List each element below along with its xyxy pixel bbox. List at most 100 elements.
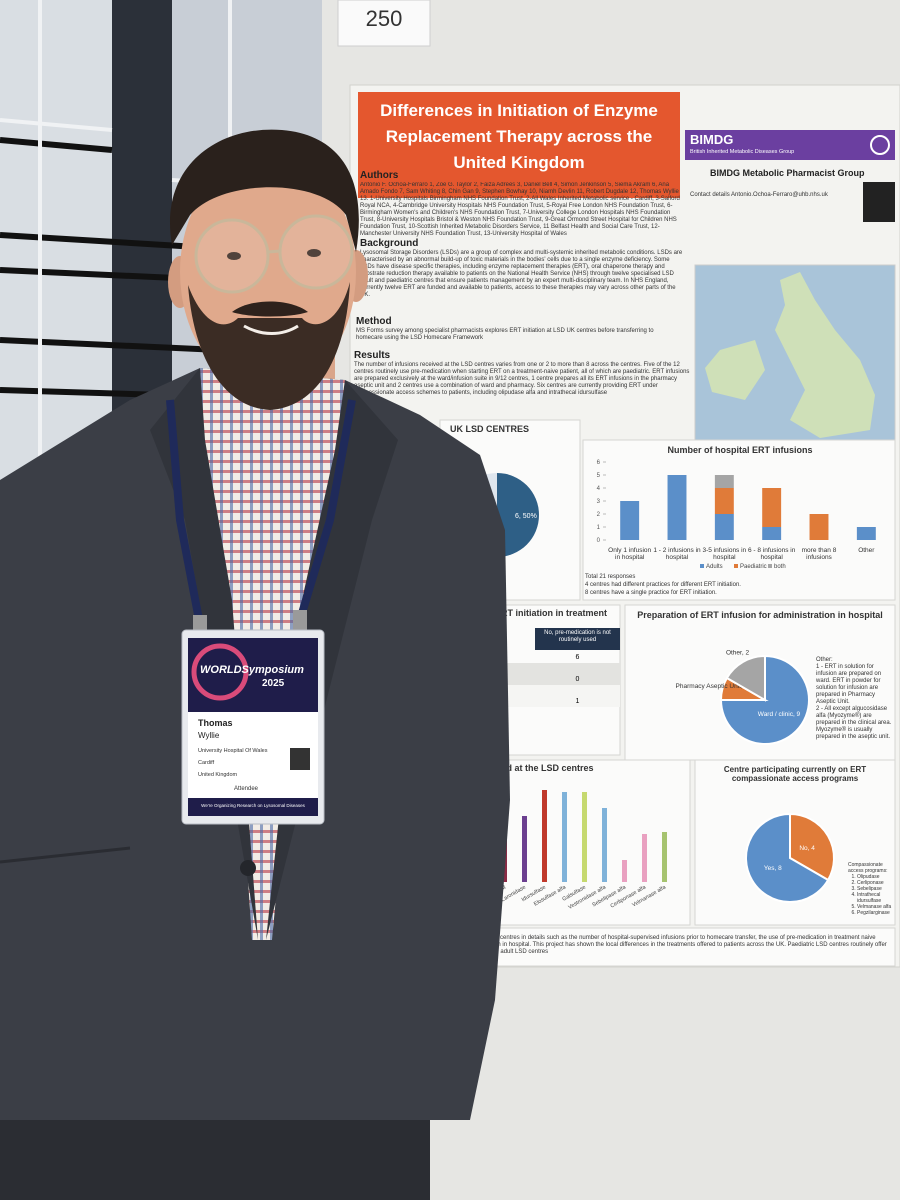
chart-title: rted at the LSD centres [495, 763, 594, 773]
slice-label: Yes, 8 [764, 865, 782, 872]
placard-card [337, 0, 431, 47]
chart-title: UK LSD CENTRES [450, 424, 530, 434]
bar [522, 816, 527, 882]
note: 4 centres had different practices for di… [585, 582, 741, 588]
map-land [705, 340, 765, 400]
y-tick-label: 6 [597, 460, 601, 466]
bar [642, 834, 647, 882]
logo-icon [870, 135, 890, 155]
slice-label: Ward / clinic, 9 [758, 711, 801, 718]
logo-banner [685, 130, 895, 160]
x-tick-label: 6 - 8 infusions in hospital [748, 547, 796, 561]
legend-label: both [774, 564, 786, 570]
y-tick-label: 1 [597, 525, 601, 531]
moustache [232, 301, 308, 317]
chart-title: Centre participating currently on ERT co… [723, 765, 867, 783]
pie-slice [719, 654, 810, 745]
section-text: Antonio F. Ochoa-Ferraro 1, Zoe G. Taylo… [360, 182, 680, 237]
note: Sebelipase [857, 886, 896, 892]
note: Cerliponase [857, 880, 896, 886]
bar-segment [809, 514, 829, 540]
chart-title: Preparation of ERT infusion for administ… [637, 610, 883, 620]
badge-qr [290, 748, 310, 770]
bar [662, 832, 667, 882]
x-tick-label: 3-5 infusions in hospital [702, 547, 747, 561]
x-tick-label: Only 1 infusion in hospital [608, 547, 652, 561]
section-text: MS Forms survey among specialist pharmac… [356, 328, 654, 341]
section-heading: Authors [360, 170, 399, 181]
title-line: United Kingdom [453, 153, 585, 172]
chart-notes: Compassionate access programs: Olipudase… [848, 862, 896, 916]
y-tick-label: 0 [597, 538, 601, 544]
bar-segment [620, 501, 640, 540]
bar [582, 792, 587, 882]
title-line: Differences in Initiation of Enzyme [380, 101, 658, 120]
section-heading: Background [360, 238, 419, 249]
lapel [150, 368, 258, 940]
logo: BIMDG [690, 132, 734, 147]
y-tick-label: 3 [597, 499, 601, 505]
legend-swatch [700, 564, 704, 568]
title-banner [358, 92, 680, 198]
table-header [535, 628, 620, 650]
bar-segment [667, 475, 687, 540]
section-heading: Results [354, 350, 391, 361]
glasses-lens [194, 218, 270, 294]
lanyard-clip [293, 610, 307, 634]
note: Total 21 responses [585, 574, 636, 580]
bar [562, 792, 567, 882]
badge-ring [191, 643, 249, 701]
placard-number: 250 [365, 6, 403, 31]
note: 8 centres have a single practice for ERT… [585, 590, 717, 596]
eye [307, 249, 321, 257]
group-name: BIMDG Metabolic Pharmacist Group [710, 168, 865, 178]
note: Pegzilarginase [857, 910, 896, 916]
note-heading: Compassionate access programs: [848, 862, 888, 874]
lanyard [296, 399, 356, 622]
bar-segment [856, 527, 876, 540]
title-line: Replacement Therapy across the [385, 127, 653, 146]
note: 2 - All except algucosidase alfa (Myozym… [816, 706, 892, 740]
beard [188, 282, 350, 410]
y-tick-label: 5 [597, 473, 601, 479]
note: Velmanase alfa [857, 904, 896, 910]
contact: Contact details Antonio.Ochoa-Ferraro@uh… [690, 192, 828, 198]
button [240, 860, 256, 876]
bar-segment [714, 514, 734, 540]
bar-segment [714, 475, 734, 488]
chart-title: Number of hospital ERT infusions [667, 445, 813, 455]
bar [602, 808, 607, 882]
logo-subtitle: British Inherited Metabolic Diseases Gro… [690, 149, 795, 155]
badge-footer [188, 798, 318, 816]
bar-segment [762, 488, 782, 527]
note-list: Olipudase Cerliponase Sebelipase Intrath… [848, 874, 896, 916]
legend-swatch [768, 564, 772, 568]
pie-slice [497, 473, 539, 557]
slice-label: Pharmacy Aseptic Unit, 1 [676, 683, 749, 690]
slice-label: 6, 50% [515, 513, 537, 520]
section-text: Lysosomal Storage Disorders (LSDs) are a… [360, 250, 683, 298]
x-tick-label: 1 - 2 infusions in hospital [653, 547, 701, 561]
note: Other: [816, 657, 833, 663]
qr-code [863, 182, 895, 222]
table-cell: 1 [575, 698, 580, 705]
table-cell: 6 [575, 654, 580, 661]
pocket [0, 846, 131, 864]
y-tick-label: 2 [597, 512, 601, 518]
legend-label: Paediatric [740, 564, 767, 570]
note: Olipudase [857, 874, 896, 880]
hair [170, 129, 359, 252]
section-heading: Method [356, 316, 392, 327]
bar-segment [762, 527, 782, 540]
poster-title: Differences in Initiation of Enzyme Repl… [362, 98, 676, 176]
map-land [775, 272, 875, 438]
legend-label: Adults [706, 564, 723, 570]
x-tick-label: Other [858, 547, 875, 554]
table-cell: 0 [575, 676, 580, 683]
pie-slice [725, 654, 766, 702]
bar-segment [714, 488, 734, 514]
legend-swatch [734, 564, 738, 568]
bar [542, 790, 547, 882]
